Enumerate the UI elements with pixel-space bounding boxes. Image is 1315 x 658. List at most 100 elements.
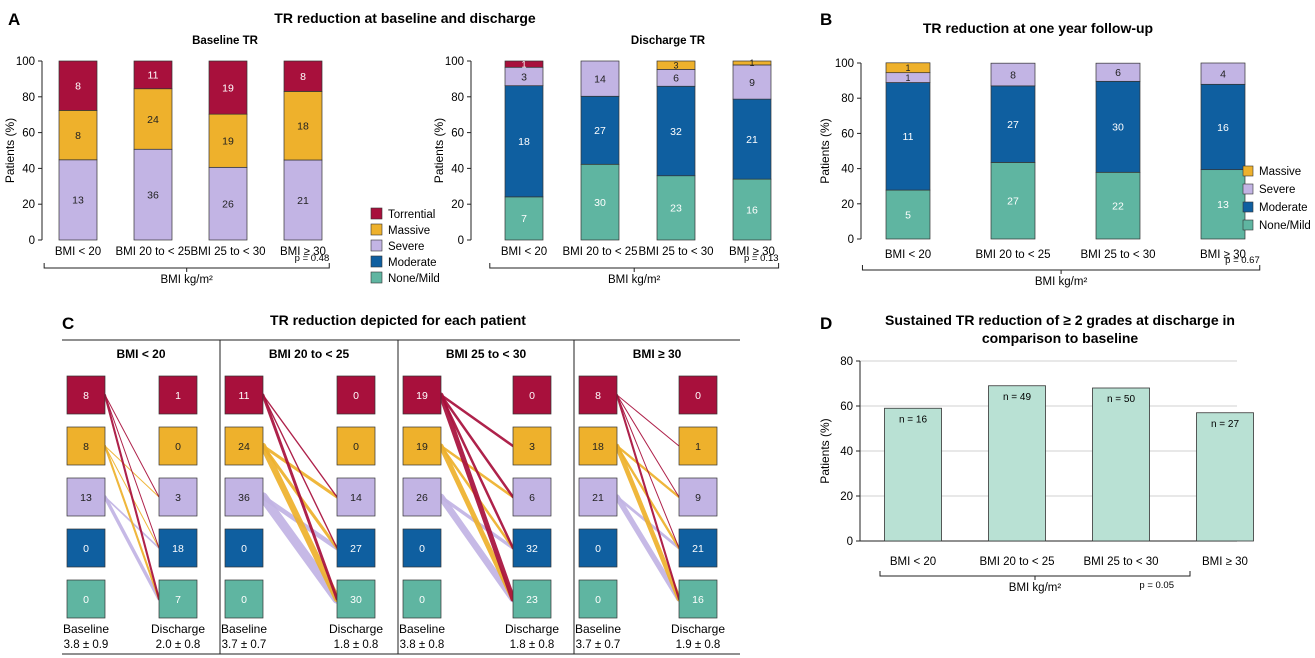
bar-value-label: 8 bbox=[75, 80, 81, 92]
y-tick-label: 20 bbox=[22, 199, 35, 211]
x-category-label: BMI < 20 bbox=[890, 556, 936, 568]
bar-value-label: 19 bbox=[222, 82, 234, 94]
baseline-count: 0 bbox=[83, 594, 89, 606]
baseline-count: 0 bbox=[595, 594, 601, 606]
bar-value-label: n = 49 bbox=[1003, 392, 1032, 403]
p-value: p = 0.05 bbox=[1139, 580, 1174, 591]
discharge-count: 7 bbox=[175, 594, 181, 606]
discharge-count: 3 bbox=[175, 492, 181, 504]
x-category-label: BMI 25 to < 30 bbox=[1080, 249, 1155, 261]
bar-value-label: 3 bbox=[673, 60, 678, 70]
patient-flow-line bbox=[616, 394, 680, 549]
baseline-count: 0 bbox=[241, 543, 247, 555]
baseline-box-massive bbox=[66, 426, 106, 466]
x-category-label: BMI < 20 bbox=[55, 246, 101, 258]
baseline-count: 24 bbox=[238, 441, 250, 453]
discharge-box-severe bbox=[158, 477, 198, 517]
baseline-box-massive bbox=[578, 426, 618, 466]
discharge-count: 18 bbox=[172, 543, 184, 555]
bar-value-label: 24 bbox=[147, 114, 159, 126]
baseline-box-massive bbox=[402, 426, 442, 466]
bar-segment-severe bbox=[133, 148, 173, 241]
baseline-box-none-mild bbox=[578, 579, 618, 619]
discharge-chart-title: Discharge TR bbox=[631, 35, 706, 47]
y-tick-label: 0 bbox=[848, 234, 854, 246]
bar-value-label: 27 bbox=[594, 125, 606, 137]
bar-value-label: 8 bbox=[300, 71, 306, 83]
baseline-box-none-mild bbox=[224, 579, 264, 619]
legend-swatch-severe bbox=[1242, 183, 1254, 195]
discharge-box-moderate bbox=[512, 528, 552, 568]
x-category-label: BMI ≥ 30 bbox=[280, 246, 326, 258]
bar-value-label: 18 bbox=[518, 136, 530, 148]
y-tick-label: 20 bbox=[840, 491, 853, 503]
y-axis-label: Patients (%) bbox=[3, 118, 17, 183]
legend-label-massive: Massive bbox=[388, 225, 430, 237]
x-category-label: BMI < 20 bbox=[501, 246, 547, 258]
baseline-count: 8 bbox=[83, 390, 89, 402]
bar bbox=[988, 385, 1046, 542]
bar-segment-torrential bbox=[133, 60, 173, 90]
bar-value-label: 1 bbox=[905, 63, 910, 73]
baseline-box-severe bbox=[578, 477, 618, 517]
baseline-count: 36 bbox=[238, 492, 250, 504]
legend-label-massive: Massive bbox=[1259, 166, 1301, 178]
discharge-box-severe bbox=[512, 477, 552, 517]
bar-value-label: 30 bbox=[594, 197, 606, 209]
bar-segment-massive bbox=[133, 88, 173, 150]
legend-label-severe: Severe bbox=[388, 241, 424, 253]
discharge-count: 27 bbox=[350, 543, 362, 555]
group-title: BMI 25 to < 30 bbox=[446, 347, 527, 361]
discharge-box-none-mild bbox=[158, 579, 198, 619]
baseline-box-severe bbox=[402, 477, 442, 517]
patient-flow-line bbox=[437, 493, 517, 603]
legend-swatch-massive bbox=[370, 223, 383, 236]
baseline-label: Baseline bbox=[221, 622, 267, 636]
baseline-box-moderate bbox=[66, 528, 106, 568]
y-tick-label: 20 bbox=[451, 199, 464, 211]
y-tick-label: 60 bbox=[22, 128, 35, 140]
bar-value-label: 9 bbox=[749, 77, 755, 89]
p-value: p = 0.67 bbox=[1225, 255, 1260, 266]
bar-segment-moderate bbox=[580, 95, 620, 165]
group-title: BMI < 20 bbox=[116, 347, 165, 361]
patient-flow-line bbox=[615, 393, 681, 601]
legend-label-none-mild: None/Mild bbox=[388, 273, 440, 285]
discharge-box-massive bbox=[158, 426, 198, 466]
baseline-count: 19 bbox=[416, 390, 428, 402]
bar-segment-none-mild bbox=[885, 189, 931, 240]
bar-segment-massive bbox=[656, 60, 696, 70]
sustained-reduction-chart: 0 20 40 60 80 Patients (%) n = 16 BMI < 20 n = 4… bbox=[818, 356, 1254, 594]
discharge-box-moderate bbox=[336, 528, 376, 568]
x-category-label: BMI 25 to < 30 bbox=[1083, 556, 1158, 568]
discharge-box-torrential bbox=[336, 375, 376, 415]
legend-label-torrential: Torrential bbox=[388, 209, 435, 221]
bar-value-label: 16 bbox=[1217, 122, 1229, 134]
bar-segment-moderate bbox=[990, 85, 1036, 163]
bar-segment-massive bbox=[732, 60, 772, 66]
legend-swatch-torrential bbox=[370, 207, 383, 220]
bar-value-label: n = 50 bbox=[1107, 394, 1136, 405]
discharge-count: 1 bbox=[695, 441, 701, 453]
patient-flow-line bbox=[103, 495, 161, 601]
x-category-label: BMI ≥ 30 bbox=[1202, 556, 1248, 568]
bar-value-label: 8 bbox=[75, 130, 81, 142]
bar-value-label: 26 bbox=[222, 198, 234, 210]
baseline-stat: 3.8 ± 0.8 bbox=[400, 639, 445, 651]
y-tick-label: 40 bbox=[840, 446, 853, 458]
y-tick-label: 0 bbox=[458, 235, 464, 247]
bar-value-label: 1 bbox=[905, 73, 910, 83]
bar-segment-torrential bbox=[208, 60, 248, 115]
x-category-label: BMI 25 to < 30 bbox=[190, 246, 265, 258]
bar-value-label: 3 bbox=[521, 71, 527, 83]
baseline-box-massive bbox=[224, 426, 264, 466]
x-category-label: BMI 25 to < 30 bbox=[638, 246, 713, 258]
panel-b-title: TR reduction at one year follow-up bbox=[923, 20, 1153, 36]
discharge-count: 14 bbox=[350, 492, 362, 504]
baseline-box-torrential bbox=[402, 375, 442, 415]
discharge-box-moderate bbox=[158, 528, 198, 568]
baseline-label: Baseline bbox=[63, 622, 109, 636]
panel-letter-a: A bbox=[8, 10, 20, 29]
bar-segment-massive bbox=[885, 62, 931, 74]
